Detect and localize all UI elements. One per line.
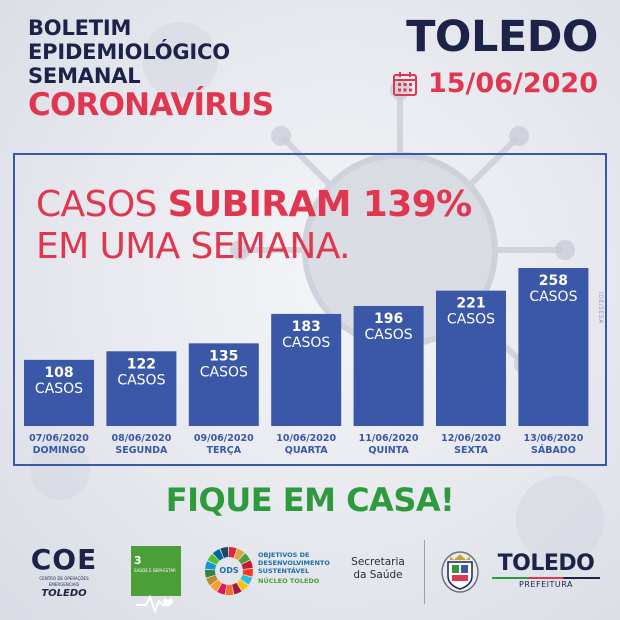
stay-home-call-to-action: FIQUE EM CASA! [165,481,455,519]
secretaria-line-1: Secretaria [351,556,405,568]
sdg3-number: 3 [134,554,142,567]
x-date-label: 10/06/2020 [276,433,336,444]
sdg-wheel-segment [236,579,249,591]
sdg-wheel-segment [229,547,237,558]
ods-logo: ODS OBJETIVOS DE DESENVOLVIMENTO SUSTENT… [204,546,344,596]
x-day-label: TERÇA [206,445,241,456]
sdg-wheel-segment [220,547,229,558]
bar-11/06/2020 [353,305,424,426]
bar-10/06/2020 [271,313,342,426]
x-date-label: 09/06/2020 [194,433,254,444]
x-date-label: 13/06/2020 [523,433,583,444]
coe-wordmark: COE [30,543,98,576]
sdg-wheel-segment [217,583,227,595]
bar-08/06/2020 [106,351,177,426]
bulletin-date: 15/06/2020 [427,68,598,99]
bar-unit-label: CASOS [35,381,83,397]
coe-subtitle: CENTRO DE OPERAÇÕES EMERGENCIAIS [39,576,89,587]
city-crest-icon [441,551,479,593]
bar-value-label: 108 [44,365,73,381]
headline-emphasis: SUBIRAM 139% [167,184,473,225]
x-date-label: 07/06/2020 [29,433,89,444]
sdg-wheel-segment [212,548,224,561]
x-date-label: 11/06/2020 [359,433,419,444]
bulletin-title-line-2: EPIDEMIOLÓGICO [28,40,230,64]
x-day-label: DOMINGO [33,445,86,456]
date-row: 15/06/2020 [392,68,598,100]
chart-frame [13,153,607,466]
ods-title: OBJETIVOS DE DESENVOLVIMENTO SUSTENTÁVEL [258,551,330,575]
bar-07/06/2020 [24,359,94,426]
ods-label: ODS [219,566,239,575]
bar-unit-label: CASOS [365,327,413,343]
bulletin-title-line-1: BOLETIM [28,16,132,40]
x-day-label: QUARTA [285,445,328,456]
coe-city: TOLEDO [41,588,87,599]
bar-value-label: 221 [456,296,485,312]
coe-logo: COE CENTRO DE OPERAÇÕES EMERGENCIAIS TOL… [24,544,104,600]
x-day-label: SEXTA [454,445,488,456]
bar-value-label: 135 [209,348,238,364]
bar-unit-label: CASOS [447,312,495,328]
bar-value-label: 183 [292,319,321,335]
sdg-wheel-segment [210,579,222,592]
sdg-wheel-segment [232,582,242,595]
sdg-wheel-segment [206,575,218,586]
headline-line-1: CASOS SUBIRAM 139% [36,184,472,226]
x-date-label: 08/06/2020 [111,433,171,444]
bar-value-label: 258 [539,273,568,289]
calendar-icon [392,72,417,96]
prefeitura-color-bar [492,577,600,579]
x-day-label: QUINTA [368,445,409,456]
x-date-label: 12/06/2020 [441,433,501,444]
secretaria-saude: Secretaria da Saúde [346,556,410,582]
prefeitura-subtitle: PREFEITURA [519,580,573,589]
sdg-wheel-segment [205,561,217,570]
bar-unit-label: CASOS [529,289,577,305]
footer-logos: COE CENTRO DE OPERAÇÕES EMERGENCIAIS TOL… [0,540,620,620]
heartbeat-icon [136,594,173,614]
x-day-label: SEGUNDA [115,445,168,456]
ods-subtitle: NÚCLEO TOLEDO [258,577,320,585]
ods-text: OBJETIVOS DE DESENVOLVIMENTO SUSTENTÁVEL… [258,551,348,585]
footer-divider [424,540,425,604]
prefeitura-logo: TOLEDO PREFEITURA [488,552,604,589]
bulletin-topic: CORONAVÍRUS [28,87,274,123]
bar-unit-label: CASOS [200,364,248,380]
secretaria-line-2: da Saúde [353,569,403,581]
sdg-wheel-segment [207,553,220,565]
x-day-label: SÁBADO [531,444,576,456]
bar-unit-label: CASOS [282,335,330,351]
sdg-wheel-segment [205,569,216,578]
sdg-wheel-segment [225,584,234,595]
bar-13/06/2020 [518,268,589,426]
sdg-wheel-icon [205,547,253,595]
bar-09/06/2020 [188,343,259,426]
sdg-wheel-segment [242,568,253,577]
bar-value-label: 196 [374,311,403,327]
bar-12/06/2020 [436,290,506,426]
bulletin-title-block: BOLETIM EPIDEMIOLÓGICO SEMANAL CORONAVÍR… [28,16,274,123]
sdg3-health-logo: 3 SAÚDE E BEM-ESTAR [131,546,181,614]
sdg-wheel-segment [238,553,251,565]
sdg-wheel-segment [240,574,253,585]
city-date-block: TOLEDO 15/06/2020 [392,12,599,100]
bulletin-title-line-3: SEMANAL [28,64,141,88]
headline: CASOS SUBIRAM 139% EM UMA SEMANA. [36,184,472,268]
city-name: TOLEDO [406,12,598,62]
prefeitura-city: TOLEDO [497,551,595,576]
sdg-wheel-segment [234,548,245,561]
headline-pre: CASOS [36,184,168,225]
bar-unit-label: CASOS [117,372,165,388]
sdg3-text: SAÚDE E BEM-ESTAR [134,568,176,573]
source-credit: IDE/SESA [597,292,604,324]
bar-value-label: 122 [127,356,156,372]
headline-line-2: EM UMA SEMANA. [36,226,351,267]
sdg-wheel-segment [241,560,253,570]
